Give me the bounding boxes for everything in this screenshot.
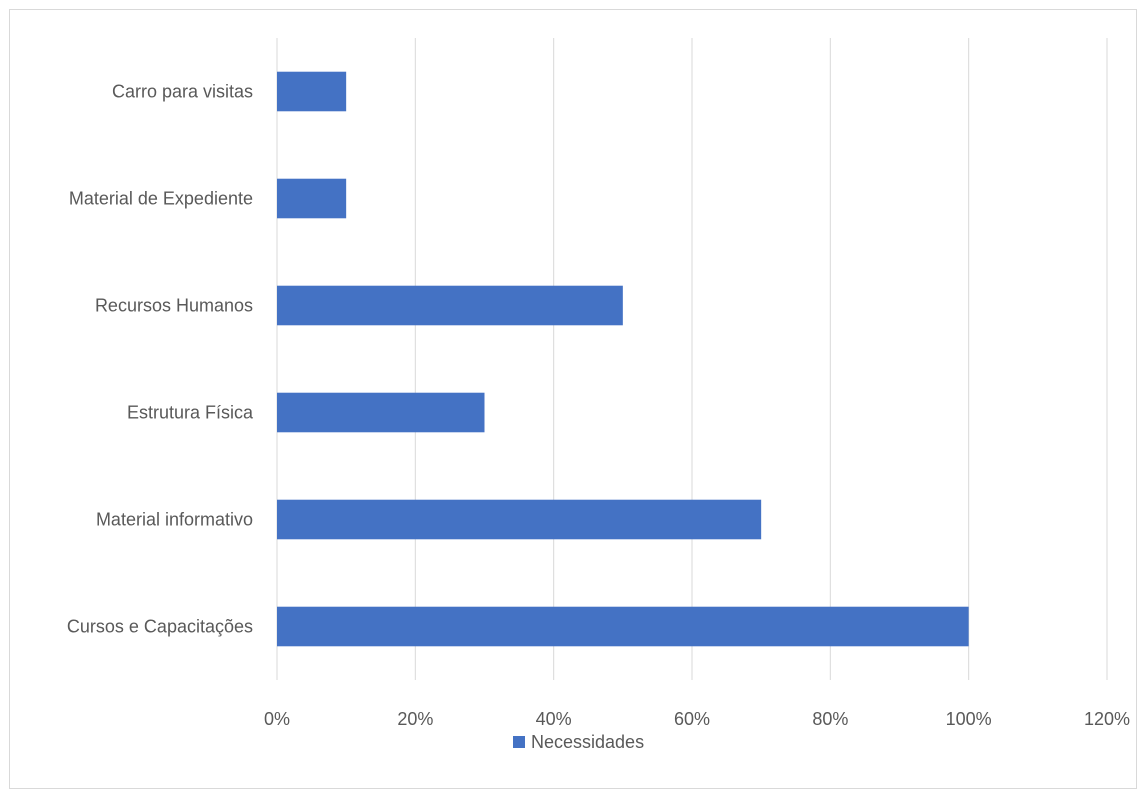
category-label-cursos-e-capacitacoes: Cursos e Capacitações [67, 617, 253, 637]
category-label-material-de-expediente: Material de Expediente [69, 189, 253, 209]
category-label-carro-para-visitas: Carro para visitas [112, 82, 253, 102]
x-tick-label-40: 40% [536, 709, 572, 729]
bar-material-de-expediente [277, 178, 347, 219]
x-tick-label-0: 0% [264, 709, 290, 729]
bar-carro-para-visitas [277, 71, 347, 112]
chart-area [9, 9, 1137, 789]
x-tick-label-20: 20% [397, 709, 433, 729]
bar-recursos-humanos [277, 285, 623, 326]
x-tick-label-120: 120% [1084, 709, 1130, 729]
x-tick-labels: 0% 20% 40% 60% 80% 100% 120% [264, 709, 1130, 729]
x-tick-label-100: 100% [946, 709, 992, 729]
category-labels: Carro para visitas Material de Expediente… [67, 82, 254, 637]
bar-cursos-e-capacitacoes [277, 606, 969, 647]
legend-swatch-necessidades [513, 736, 525, 748]
category-label-recursos-humanos: Recursos Humanos [95, 296, 253, 316]
bar-estrutura-fisica [277, 392, 485, 433]
bar-material-informativo [277, 499, 762, 540]
category-label-estrutura-fisica: Estrutura Física [127, 403, 254, 423]
x-tick-label-80: 80% [812, 709, 848, 729]
category-label-material-informativo: Material informativo [96, 510, 253, 530]
legend: Necessidades [513, 732, 644, 752]
bars [277, 71, 969, 647]
legend-label-necessidades: Necessidades [531, 732, 644, 752]
gridlines [276, 38, 1108, 680]
x-tick-label-60: 60% [674, 709, 710, 729]
